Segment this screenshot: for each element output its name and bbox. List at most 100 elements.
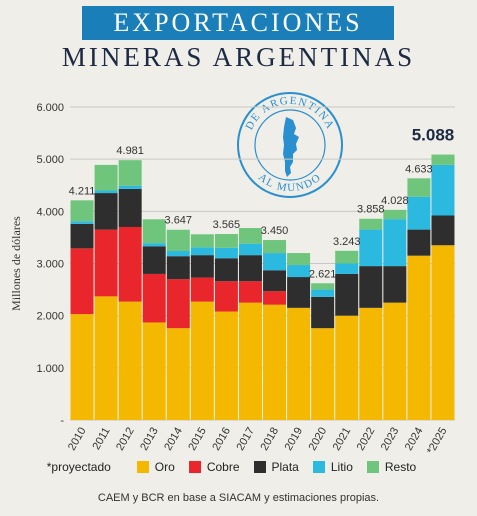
bar-litio-2012 (118, 185, 142, 189)
x-tick-label: 2014 (162, 426, 185, 453)
bar-plata-2022 (359, 266, 383, 308)
bar-oro-2023 (383, 302, 407, 420)
bar-resto-2011 (94, 164, 118, 191)
bar-oro-2020 (311, 328, 335, 420)
bar-cobre-2012 (118, 226, 142, 302)
y-tick-label: 5.000 (36, 154, 64, 166)
bar-plata-2011 (94, 193, 118, 230)
bar-litio-2014 (166, 250, 190, 257)
bar-plata-2016 (214, 258, 238, 282)
bar-plata-2021 (335, 273, 359, 316)
legend-label: Plata (271, 460, 299, 474)
bar-resto-2024 (407, 178, 431, 197)
legend-item-cobre: Cobre (188, 460, 240, 474)
x-tick-label: 2016 (210, 426, 233, 453)
y-tick-label: 4.000 (36, 206, 64, 218)
bar-litio-2013 (142, 243, 166, 247)
bar-plata-2019 (287, 277, 311, 308)
x-tick-label: 2024 (403, 426, 426, 453)
bar-plata-2012 (118, 188, 142, 227)
bars (70, 154, 455, 420)
bar-oro-2018 (263, 304, 287, 420)
bar-litio-2023 (383, 219, 407, 267)
bar-resto-2018 (263, 240, 287, 254)
bar-litio-2020 (311, 289, 335, 297)
y-tick-label: 3.000 (36, 259, 64, 271)
y-tick-label: - (60, 415, 64, 427)
page-subtitle: MINERAS ARGENTINAS (61, 42, 416, 72)
bar-resto-2017 (238, 228, 262, 244)
bar-resto-2012 (118, 160, 142, 186)
legend-swatch (312, 461, 325, 473)
total-label: 3.565 (213, 219, 241, 231)
bar-plata-2014 (166, 256, 190, 280)
y-tick-label: 1.000 (36, 363, 64, 375)
bar-oro-2024 (407, 255, 431, 420)
bar-litio-2019 (287, 265, 311, 278)
bar-resto-2023 (383, 209, 407, 220)
x-tick-label: 2013 (138, 426, 161, 453)
bar-oro-2010 (70, 314, 94, 420)
bar-litio-2017 (238, 243, 262, 256)
y-tick-label: 6.000 (36, 102, 64, 114)
x-tick-label: 2022 (355, 426, 378, 453)
bar-resto-2021 (335, 250, 359, 264)
bar-oro-2014 (166, 328, 190, 420)
legend-item-plata: Plata (253, 460, 299, 474)
bar-cobre-2015 (190, 277, 214, 302)
x-tick-label: 2023 (379, 426, 402, 453)
bar-litio-2018 (263, 253, 287, 271)
bar-litio-2025 (431, 164, 455, 216)
legend-swatch (136, 461, 149, 473)
bar-oro-2022 (359, 307, 383, 420)
bar-plata-2013 (142, 246, 166, 274)
bar-cobre-2011 (94, 229, 118, 297)
x-tick-label: 2021 (331, 426, 354, 453)
x-tick-label: 2015 (186, 426, 209, 453)
legend-swatch (188, 461, 201, 473)
bar-resto-2013 (142, 219, 166, 244)
y-tick-label: 2.000 (36, 311, 64, 323)
x-axis: 2010 2011 2012 2013 2014 2015 2016 2017 2018 2019… (66, 426, 450, 457)
bar-litio-2016 (214, 247, 238, 259)
legend: *proyectado Oro Cobre Plata Litio Resto (0, 460, 477, 474)
bar-litio-2011 (94, 190, 118, 194)
source-note: CAEM y BCR en base a SIACAM y estimacion… (97, 492, 380, 504)
bar-plata-2010 (70, 223, 94, 249)
title-banner: EXPORTACIONES (82, 6, 394, 40)
x-tick-label: 2011 (90, 426, 112, 452)
bar-resto-2022 (359, 218, 383, 230)
bar-oro-2015 (190, 301, 214, 420)
bar-resto-2016 (214, 234, 238, 248)
x-tick-label: 2017 (234, 426, 257, 453)
bar-plata-2017 (238, 255, 262, 282)
x-tick-label: 2010 (66, 426, 89, 453)
legend-label: Resto (384, 460, 417, 474)
bar-cobre-2018 (263, 291, 287, 305)
total-label: 5.088 (412, 126, 455, 145)
total-label: 3.450 (261, 225, 289, 237)
bar-oro-2011 (94, 296, 118, 420)
bar-cobre-2014 (166, 279, 190, 329)
bar-litio-2010 (70, 221, 94, 224)
legend-item-oro: Oro (136, 460, 175, 474)
x-tick-label: 2020 (307, 426, 330, 453)
legend-note: *proyectado (46, 460, 111, 474)
bar-resto-2014 (166, 229, 190, 251)
bar-oro-2025 (431, 245, 455, 420)
total-label: 3.647 (165, 215, 193, 227)
total-label: 4.211 (69, 185, 96, 197)
argentina-map-icon (283, 117, 299, 177)
bar-litio-2015 (190, 247, 214, 256)
total-label: 4.981 (116, 145, 144, 157)
bar-cobre-2017 (238, 281, 262, 303)
bar-plata-2018 (263, 270, 287, 292)
legend-label: Oro (154, 460, 175, 474)
legend-label: Cobre (206, 460, 240, 474)
bar-litio-2021 (335, 263, 359, 274)
total-label: 4.028 (381, 195, 409, 207)
x-tick-label: 2019 (283, 426, 306, 453)
bar-cobre-2013 (142, 273, 166, 323)
